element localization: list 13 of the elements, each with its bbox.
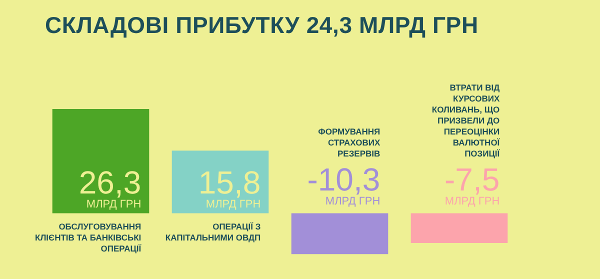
data-label: 26,3 bbox=[78, 164, 142, 200]
x-tick-label: ОПЕРАЦІЇ З КАПІТАЛЬНИМИ ОВДП bbox=[165, 221, 261, 242]
x-tick-label: ОБСЛУГОВУВАННЯ КЛІЄНТІВ ТА БАНКІВСЬКІ ОПЕРАЦІЇ bbox=[35, 221, 142, 254]
annotation: МЛРД ГРН bbox=[444, 195, 500, 208]
annotation: МЛРД ГРН bbox=[86, 198, 142, 210]
data-label: -10,3 bbox=[307, 161, 380, 198]
annotation: МЛРД ГРН bbox=[206, 198, 261, 210]
x-tick-label: ВТРАТИ ВІД КУРСОВИХ КОЛИВАНЬ, ЩО ПРИЗВЕЛИ ДО ПЕРЕОЦІНКИ ВАЛЮТНОЇ ПОЗИЦІЇ bbox=[432, 82, 500, 158]
data-label: 15,8 bbox=[198, 164, 261, 200]
annotation: МЛРД ГРН bbox=[325, 195, 380, 208]
x-tick-label: ФОРМУВАННЯ СТРАХОВИХ РЕЗЕРВІВ bbox=[318, 126, 380, 158]
chart-title: СКЛАДОВІ ПРИБУТКУ 24,3 МЛРД ГРН bbox=[45, 12, 478, 39]
data-label: -7,5 bbox=[444, 161, 500, 198]
